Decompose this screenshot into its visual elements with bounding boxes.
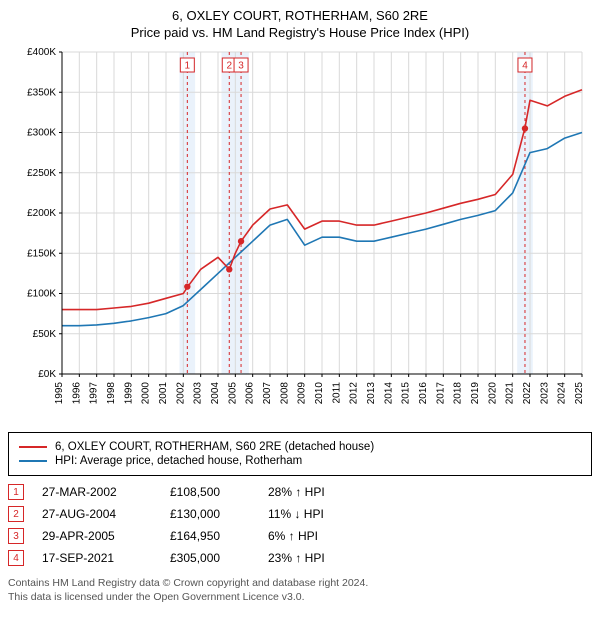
svg-text:2015: 2015 <box>401 382 412 405</box>
svg-text:2008: 2008 <box>279 382 290 405</box>
svg-text:£50K: £50K <box>33 329 57 340</box>
svg-text:£200K: £200K <box>27 208 56 219</box>
transaction-price: £108,500 <box>170 485 250 499</box>
svg-text:2020: 2020 <box>487 382 498 405</box>
svg-text:2016: 2016 <box>418 382 429 405</box>
legend-item: 6, OXLEY COURT, ROTHERHAM, S60 2RE (deta… <box>19 441 581 453</box>
svg-text:2001: 2001 <box>158 382 169 405</box>
transaction-price: £130,000 <box>170 507 250 521</box>
svg-text:2014: 2014 <box>383 382 394 405</box>
transaction-row: 3 29-APR-2005 £164,950 6% ↑ HPI <box>8 528 592 544</box>
transaction-row: 4 17-SEP-2021 £305,000 23% ↑ HPI <box>8 550 592 566</box>
svg-text:1999: 1999 <box>123 382 134 405</box>
svg-text:2024: 2024 <box>557 382 568 405</box>
svg-text:£150K: £150K <box>27 248 56 259</box>
svg-text:£350K: £350K <box>27 87 56 98</box>
svg-text:4: 4 <box>522 61 528 72</box>
svg-text:2000: 2000 <box>141 382 152 405</box>
legend-label: HPI: Average price, detached house, Roth… <box>55 455 302 467</box>
svg-text:2023: 2023 <box>539 382 550 405</box>
svg-text:£0K: £0K <box>38 369 56 380</box>
svg-text:£300K: £300K <box>27 128 56 139</box>
transaction-date: 17-SEP-2021 <box>42 551 152 565</box>
svg-text:3: 3 <box>238 61 244 72</box>
svg-text:2017: 2017 <box>435 382 446 405</box>
footer-line: This data is licensed under the Open Gov… <box>8 590 592 604</box>
transaction-marker: 2 <box>8 506 24 522</box>
price-chart: £0K £50K £100K £150K £200K £250K £300K £350K £40… <box>8 46 592 426</box>
svg-text:1998: 1998 <box>106 382 117 405</box>
transaction-delta: 23% ↑ HPI <box>268 551 368 565</box>
svg-text:2003: 2003 <box>193 382 204 405</box>
svg-text:£250K: £250K <box>27 168 56 179</box>
legend-item: HPI: Average price, detached house, Roth… <box>19 455 581 467</box>
footer-line: Contains HM Land Registry data © Crown c… <box>8 576 592 590</box>
transaction-marker: 3 <box>8 528 24 544</box>
svg-text:2019: 2019 <box>470 382 481 405</box>
svg-text:2012: 2012 <box>349 382 360 405</box>
svg-text:2021: 2021 <box>505 382 516 405</box>
chart-container: 6, OXLEY COURT, ROTHERHAM, S60 2RE Price… <box>8 8 592 604</box>
legend: 6, OXLEY COURT, ROTHERHAM, S60 2RE (deta… <box>8 432 592 476</box>
svg-text:2002: 2002 <box>175 382 186 405</box>
svg-text:2007: 2007 <box>262 382 273 405</box>
transaction-delta: 6% ↑ HPI <box>268 529 368 543</box>
svg-text:1: 1 <box>185 61 191 72</box>
svg-text:2022: 2022 <box>522 382 533 405</box>
svg-text:2: 2 <box>226 61 232 72</box>
legend-swatch <box>19 446 47 448</box>
svg-text:2010: 2010 <box>314 382 325 405</box>
svg-text:2025: 2025 <box>574 382 585 405</box>
svg-text:2004: 2004 <box>210 382 221 405</box>
transaction-row: 2 27-AUG-2004 £130,000 11% ↓ HPI <box>8 506 592 522</box>
chart-title-address: 6, OXLEY COURT, ROTHERHAM, S60 2RE <box>8 8 592 23</box>
svg-text:£400K: £400K <box>27 47 56 58</box>
transaction-marker: 1 <box>8 484 24 500</box>
footer-attribution: Contains HM Land Registry data © Crown c… <box>8 576 592 604</box>
svg-text:2018: 2018 <box>453 382 464 405</box>
transaction-delta: 11% ↓ HPI <box>268 507 368 521</box>
transactions-table: 1 27-MAR-2002 £108,500 28% ↑ HPI 2 27-AU… <box>8 484 592 566</box>
legend-label: 6, OXLEY COURT, ROTHERHAM, S60 2RE (deta… <box>55 441 374 453</box>
svg-text:2011: 2011 <box>331 382 342 404</box>
transaction-row: 1 27-MAR-2002 £108,500 28% ↑ HPI <box>8 484 592 500</box>
chart-subtitle: Price paid vs. HM Land Registry's House … <box>8 25 592 40</box>
transaction-delta: 28% ↑ HPI <box>268 485 368 499</box>
transaction-marker: 4 <box>8 550 24 566</box>
svg-text:2009: 2009 <box>297 382 308 405</box>
svg-text:1997: 1997 <box>89 382 100 405</box>
transaction-price: £164,950 <box>170 529 250 543</box>
svg-text:2006: 2006 <box>245 382 256 405</box>
transaction-date: 27-AUG-2004 <box>42 507 152 521</box>
transaction-date: 27-MAR-2002 <box>42 485 152 499</box>
svg-text:1995: 1995 <box>54 382 65 405</box>
svg-text:1996: 1996 <box>71 382 82 405</box>
transaction-date: 29-APR-2005 <box>42 529 152 543</box>
svg-text:2005: 2005 <box>227 382 238 405</box>
svg-text:2013: 2013 <box>366 382 377 405</box>
svg-text:£100K: £100K <box>27 289 56 300</box>
transaction-price: £305,000 <box>170 551 250 565</box>
legend-swatch <box>19 460 47 462</box>
